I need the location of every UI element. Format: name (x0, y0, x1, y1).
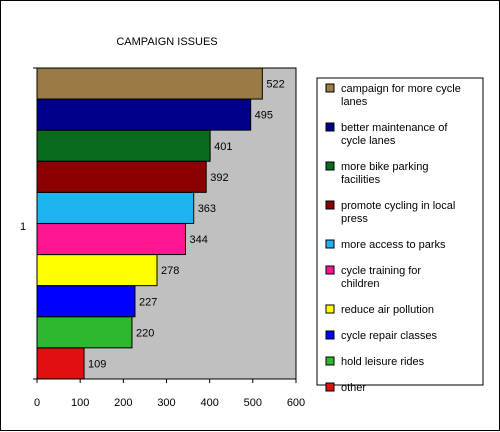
legend-label: reduce air pollution (341, 304, 434, 316)
legend-swatch (325, 200, 335, 210)
data-label: 392 (210, 172, 228, 184)
x-tick-label: 100 (71, 397, 89, 409)
plot-area: 522 495 401 392 363 344 278 227 220 109 0 100 200 300… (33, 67, 305, 409)
data-label: 344 (189, 234, 207, 246)
legend: campaign for more cycle lanes better maint… (316, 77, 484, 394)
x-tick-label: 0 (34, 397, 40, 409)
legend-swatch (325, 330, 335, 340)
legend-swatch (325, 356, 335, 366)
bar (36, 347, 85, 380)
data-label: 220 (136, 327, 154, 339)
legend-label: other (341, 382, 366, 394)
x-tick-label: 300 (157, 397, 175, 409)
legend-swatch (325, 382, 335, 392)
legend-label: promote cycling in local press (341, 200, 455, 225)
x-tick-label: 400 (200, 397, 218, 409)
bar (36, 160, 207, 193)
data-label: 495 (255, 110, 273, 122)
legend-label: more bike parking facilities (341, 161, 428, 186)
legend-box (316, 77, 484, 386)
data-label: 227 (139, 296, 157, 308)
bar (36, 285, 136, 318)
bar (36, 254, 158, 287)
x-tick-label: 600 (287, 397, 305, 409)
legend-label: cycle training for children (341, 265, 421, 290)
bar (36, 316, 133, 349)
chart-title: CAMPAIGN ISSUES (116, 36, 217, 48)
legend-label: hold leisure rides (341, 356, 425, 368)
data-label: 401 (214, 141, 232, 153)
legend-swatch (325, 265, 335, 275)
x-tick-label: 500 (244, 397, 262, 409)
data-label: 109 (88, 358, 106, 370)
data-label: 278 (161, 265, 179, 277)
data-label: 363 (198, 203, 216, 215)
legend-label: more access to parks (341, 239, 446, 251)
bar (36, 67, 263, 100)
bar (36, 98, 252, 131)
legend-swatch (325, 161, 335, 171)
data-label: 522 (266, 79, 284, 91)
legend-label: better maintenance of cycle lanes (341, 122, 448, 147)
x-tick-label: 200 (114, 397, 132, 409)
legend-swatch (325, 83, 335, 93)
legend-swatch (325, 239, 335, 249)
bar (36, 191, 195, 224)
legend-label: campaign for more cycle lanes (341, 83, 461, 108)
legend-label: cycle repair classes (341, 330, 437, 342)
bar (36, 223, 186, 256)
bar (36, 129, 211, 162)
category-axis-label: 1 (20, 221, 26, 233)
legend-swatch (325, 304, 335, 314)
legend-swatch (325, 122, 335, 132)
